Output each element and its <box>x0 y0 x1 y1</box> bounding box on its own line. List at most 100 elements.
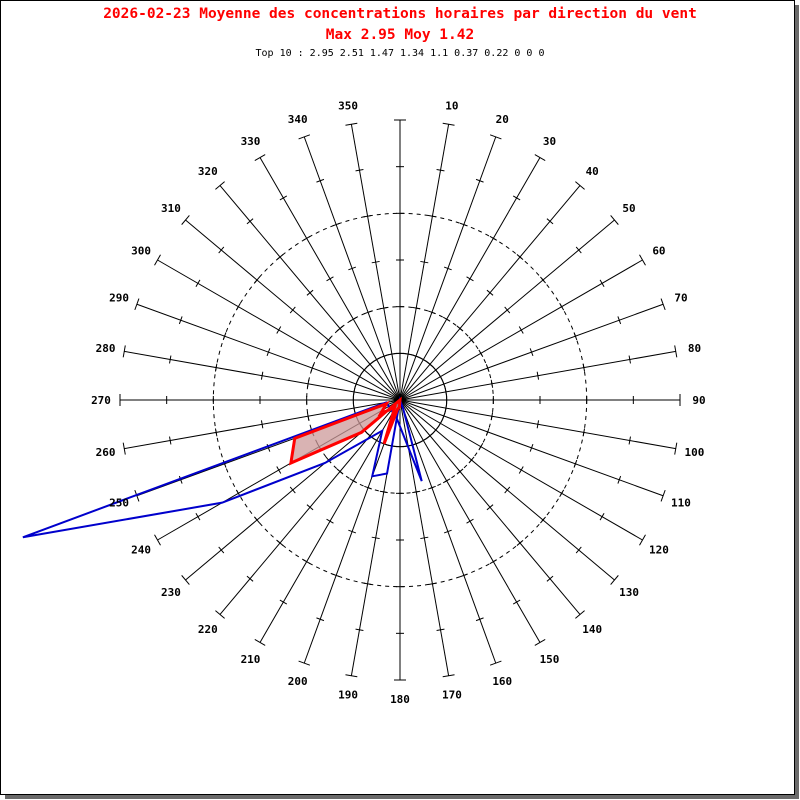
ray-tick <box>266 443 271 452</box>
direction-label-10: 10 <box>445 100 458 113</box>
direction-label-240: 240 <box>131 544 151 557</box>
ray-tick <box>122 345 126 358</box>
direction-label-160: 160 <box>492 675 512 688</box>
ray-tick <box>420 536 429 540</box>
ray-tick <box>178 316 183 325</box>
ray-tick <box>279 599 288 605</box>
ray-tick <box>355 169 364 172</box>
ray-tick <box>154 534 161 546</box>
direction-label-230: 230 <box>161 586 181 599</box>
direction-label-150: 150 <box>540 653 560 666</box>
ray-tick <box>546 575 554 582</box>
ray-tick <box>575 181 585 190</box>
direction-label-320: 320 <box>198 165 218 178</box>
ray-tick <box>316 617 325 622</box>
ray-tick <box>306 504 314 511</box>
ray-tick <box>466 518 474 524</box>
ray-tick <box>289 486 296 494</box>
circle-dashed-outer <box>212 212 588 588</box>
ray-tick <box>610 215 619 225</box>
ray-tick <box>218 246 225 254</box>
series-0-polygon <box>22 396 423 539</box>
ray-tick <box>486 289 494 296</box>
direction-label-310: 310 <box>161 202 181 215</box>
ray-tick <box>599 279 605 288</box>
ray-tick <box>628 436 631 445</box>
ray-tick <box>178 475 183 484</box>
ray-tick <box>639 534 646 546</box>
ray-tick <box>489 660 502 666</box>
ray-tick <box>436 169 445 172</box>
ray-tick <box>246 218 254 225</box>
ray-tick <box>195 279 201 288</box>
ray-tick <box>298 660 311 666</box>
direction-label-120: 120 <box>649 544 669 557</box>
direction-label-260: 260 <box>96 446 116 459</box>
ray-tick <box>348 529 357 534</box>
ray-tick <box>298 134 311 140</box>
ray-tick <box>371 536 380 540</box>
direction-label-190: 190 <box>338 688 358 701</box>
direction-label-220: 220 <box>198 623 218 636</box>
ray-tick <box>475 617 484 622</box>
ray-tick <box>660 298 666 311</box>
direction-label-140: 140 <box>582 623 602 636</box>
direction-label-210: 210 <box>241 653 261 666</box>
ray-tick <box>504 486 511 494</box>
direction-label-300: 300 <box>131 245 151 258</box>
ray-tick <box>475 178 484 183</box>
direction-label-30: 30 <box>543 135 556 148</box>
ray-tick <box>628 355 631 364</box>
reference-circles <box>212 212 588 588</box>
ray-tick <box>534 154 546 161</box>
ray-tick <box>443 529 452 534</box>
direction-label-350: 350 <box>338 100 358 113</box>
ray-tick <box>575 246 582 254</box>
ray-tick <box>660 489 666 502</box>
ray-tick <box>518 326 524 334</box>
ray-tick <box>246 575 254 582</box>
ray-tick <box>371 260 380 264</box>
direction-label-270: 270 <box>91 394 111 407</box>
direction-label-130: 130 <box>619 586 639 599</box>
ray-tick <box>536 420 540 429</box>
ray-tick <box>575 610 585 619</box>
ray-tick <box>674 442 678 455</box>
ray-tick <box>154 254 161 266</box>
direction-label-110: 110 <box>671 496 691 509</box>
ray-tick <box>218 546 225 554</box>
ray-tick <box>326 518 334 524</box>
ray-tick <box>512 195 521 201</box>
ray-tick <box>546 218 554 225</box>
direction-label-180: 180 <box>390 693 410 706</box>
ray-tick <box>512 599 521 605</box>
ray-tick <box>518 466 524 474</box>
ray-tick <box>442 674 455 678</box>
ray-tick <box>355 628 364 631</box>
direction-label-100: 100 <box>685 446 705 459</box>
ray-tick <box>289 306 296 314</box>
ray-tick <box>599 512 605 521</box>
ray-tick <box>254 639 266 646</box>
ray-tick <box>181 215 190 225</box>
ray-tick <box>639 254 646 266</box>
direction-label-290: 290 <box>109 292 129 305</box>
ray-tick <box>345 674 358 678</box>
ray-tick <box>504 306 511 314</box>
direction-label-90: 90 <box>692 394 705 407</box>
ray-tick <box>326 276 334 282</box>
direction-label-200: 200 <box>288 675 308 688</box>
ray-tick <box>276 466 282 474</box>
direction-label-50: 50 <box>622 202 635 215</box>
ray-tick <box>617 316 622 325</box>
direction-label-340: 340 <box>288 113 308 126</box>
direction-label-250: 250 <box>109 496 129 509</box>
ray-tick <box>443 266 452 271</box>
direction-label-40: 40 <box>586 165 599 178</box>
ray-tick <box>442 122 455 126</box>
ray-tick <box>420 260 429 264</box>
frame-shadow-right <box>795 5 799 799</box>
ray-tick <box>260 420 264 429</box>
ray-tick <box>195 512 201 521</box>
